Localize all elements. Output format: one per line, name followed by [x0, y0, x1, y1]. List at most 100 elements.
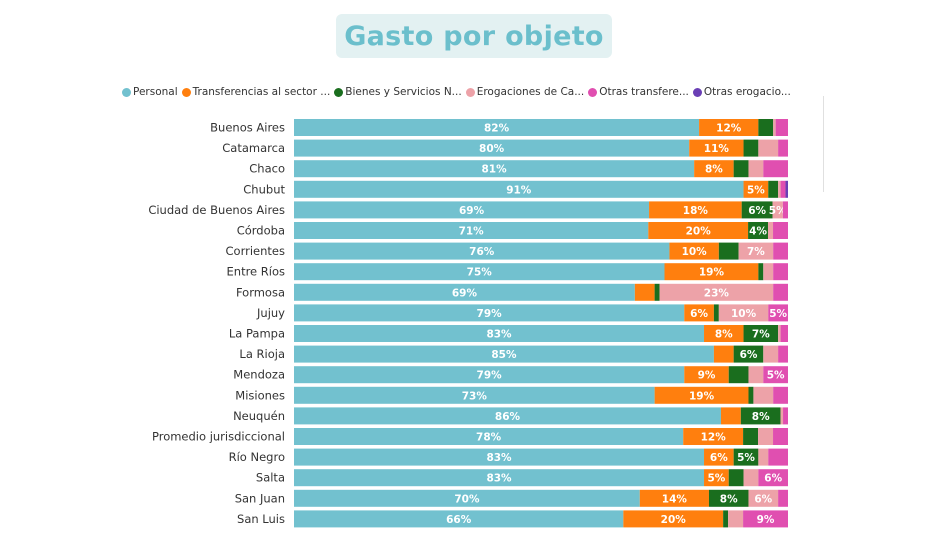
bar-segment[interactable] — [648, 222, 749, 239]
bar-segment[interactable] — [713, 345, 734, 363]
bar-segment[interactable] — [718, 304, 769, 322]
bar-segment[interactable] — [773, 222, 788, 239]
bar-segment[interactable] — [684, 366, 729, 384]
bar-segment[interactable] — [773, 242, 788, 260]
legend-item[interactable]: Otras erogacio... — [692, 86, 791, 98]
bar-segment[interactable] — [294, 201, 650, 219]
bar-segment[interactable] — [758, 263, 764, 281]
bar-segment[interactable] — [778, 180, 781, 198]
bar-segment[interactable] — [699, 119, 759, 136]
bar-segment[interactable] — [733, 448, 759, 466]
bar-segment[interactable] — [294, 366, 685, 384]
bar-segment[interactable] — [758, 139, 779, 157]
bar-segment[interactable] — [723, 510, 729, 528]
bar-segment[interactable] — [743, 325, 779, 342]
bar-segment[interactable] — [780, 407, 784, 425]
bar-segment[interactable] — [294, 139, 690, 157]
bar-segment[interactable] — [733, 345, 764, 363]
bar-segment[interactable] — [294, 407, 721, 425]
bar-segment[interactable] — [294, 222, 649, 239]
bar-segment[interactable] — [718, 242, 739, 260]
bar-segment[interactable] — [773, 263, 788, 281]
legend-item[interactable]: Bienes y Servicios N... — [334, 86, 462, 98]
bar-segment[interactable] — [785, 180, 788, 198]
bar-segment[interactable] — [294, 283, 635, 301]
bar-segment[interactable] — [753, 386, 774, 404]
bar-segment[interactable] — [649, 201, 742, 219]
bar-segment[interactable] — [743, 510, 788, 528]
bar-segment[interactable] — [654, 386, 749, 404]
bar-segment[interactable] — [783, 407, 788, 425]
bar-segment[interactable] — [708, 489, 749, 507]
bar-segment[interactable] — [748, 222, 769, 239]
bar-segment[interactable] — [778, 325, 781, 342]
bar-segment[interactable] — [773, 283, 788, 301]
bar-segment[interactable] — [623, 510, 724, 528]
bar-segment[interactable] — [704, 325, 744, 342]
bar-segment[interactable] — [778, 139, 788, 157]
bar-segment[interactable] — [294, 180, 744, 198]
bar-segment[interactable] — [778, 345, 788, 363]
bar-segment[interactable] — [294, 263, 665, 281]
bar-segment[interactable] — [634, 283, 655, 301]
bar-segment[interactable] — [743, 469, 759, 487]
bar-segment[interactable] — [294, 325, 705, 342]
bar-segment[interactable] — [740, 407, 781, 425]
legend-item[interactable]: Otras transfere... — [588, 86, 689, 98]
bar-segment[interactable] — [294, 386, 655, 404]
bar-segment[interactable] — [780, 180, 786, 198]
bar-segment[interactable] — [748, 160, 764, 178]
bar-segment[interactable] — [294, 119, 700, 136]
bar-segment[interactable] — [294, 428, 684, 445]
bar-segment[interactable] — [743, 139, 759, 157]
bar-segment[interactable] — [654, 283, 660, 301]
bar-segment[interactable] — [664, 263, 759, 281]
bar-segment[interactable] — [758, 469, 788, 487]
bar-segment[interactable] — [768, 222, 774, 239]
bar-segment[interactable] — [684, 304, 714, 322]
bar-segment[interactable] — [780, 325, 788, 342]
bar-segment[interactable] — [738, 242, 774, 260]
bar-segment[interactable] — [763, 160, 788, 178]
bar-segment[interactable] — [741, 201, 773, 219]
bar-segment[interactable] — [758, 119, 774, 136]
bar-segment[interactable] — [768, 304, 788, 322]
legend-item[interactable]: Transferencias al sector ... — [181, 86, 330, 98]
bar-segment[interactable] — [294, 489, 640, 507]
bar-segment[interactable] — [773, 386, 788, 404]
bar-segment[interactable] — [773, 119, 776, 136]
bar-segment[interactable] — [758, 448, 769, 466]
bar-segment[interactable] — [782, 201, 788, 219]
bar-segment[interactable] — [720, 407, 741, 425]
bar-segment[interactable] — [733, 160, 749, 178]
bar-segment[interactable] — [294, 304, 685, 322]
bar-segment[interactable] — [763, 366, 788, 384]
bar-segment[interactable] — [669, 242, 719, 260]
bar-segment[interactable] — [294, 469, 705, 487]
bar-segment[interactable] — [748, 489, 779, 507]
bar-segment[interactable] — [728, 469, 744, 487]
bar-segment[interactable] — [743, 428, 759, 445]
bar-segment[interactable] — [294, 242, 670, 260]
bar-segment[interactable] — [713, 304, 719, 322]
bar-segment[interactable] — [639, 489, 709, 507]
bar-segment[interactable] — [763, 345, 779, 363]
bar-segment[interactable] — [689, 139, 744, 157]
bar-segment[interactable] — [728, 510, 744, 528]
bar-segment[interactable] — [758, 428, 774, 445]
bar-segment[interactable] — [694, 160, 734, 178]
bar-segment[interactable] — [775, 119, 788, 136]
bar-segment[interactable] — [294, 160, 695, 178]
bar-segment[interactable] — [768, 180, 779, 198]
bar-segment[interactable] — [778, 489, 788, 507]
bar-segment[interactable] — [773, 428, 788, 445]
bar-segment[interactable] — [294, 345, 714, 363]
bar-segment[interactable] — [683, 428, 744, 445]
bar-segment[interactable] — [704, 448, 734, 466]
bar-segment[interactable] — [743, 180, 769, 198]
bar-segment[interactable] — [294, 448, 705, 466]
bar-segment[interactable] — [294, 510, 624, 528]
bar-segment[interactable] — [659, 283, 774, 301]
legend-item[interactable]: Erogaciones de Ca... — [465, 86, 584, 98]
bar-segment[interactable] — [748, 366, 764, 384]
